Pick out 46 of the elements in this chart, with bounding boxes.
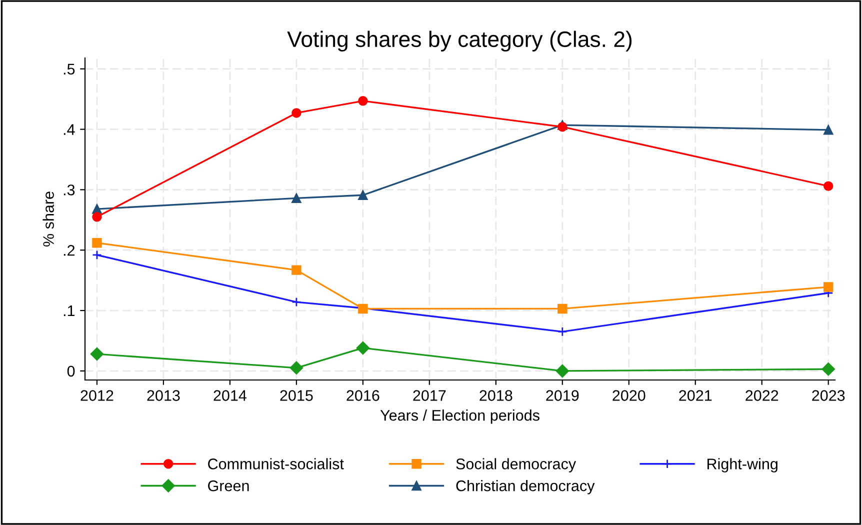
y-tick-label: .1 xyxy=(64,306,75,316)
point xyxy=(92,238,102,248)
y-tick-label: 0 xyxy=(67,366,75,377)
point xyxy=(823,181,834,191)
point xyxy=(823,282,834,292)
chart-title: Voting shares by category (Clas. 2) xyxy=(287,30,632,52)
y-tick-label: .3 xyxy=(64,184,75,196)
x-tick-label: 2014 xyxy=(214,390,246,401)
x-tick-label: 2013 xyxy=(147,390,180,401)
point xyxy=(558,304,568,314)
point xyxy=(822,362,835,376)
legend-label: Social democracy xyxy=(456,458,576,472)
x-tick-label: 2023 xyxy=(812,390,845,401)
x-tick-label: 2022 xyxy=(746,390,778,401)
point xyxy=(92,250,102,260)
point xyxy=(90,347,104,361)
x-tick-label: 2016 xyxy=(346,390,380,401)
point xyxy=(292,265,302,275)
legend-label: Christian democracy xyxy=(456,480,595,494)
point xyxy=(558,326,568,337)
point xyxy=(823,125,834,135)
x-tick-label: 2019 xyxy=(546,390,579,401)
legend-label: Green xyxy=(208,480,249,492)
legend-label: Right-wing xyxy=(708,458,778,472)
x-tick-label: 2018 xyxy=(480,390,512,401)
x-tick-label: 2020 xyxy=(612,390,646,401)
point xyxy=(356,341,370,355)
y-tick-label: .2 xyxy=(64,244,75,256)
point xyxy=(292,297,302,307)
x-tick-label: 2021 xyxy=(679,390,712,401)
point xyxy=(556,364,569,378)
point xyxy=(92,212,102,222)
y-tick-label: .5 xyxy=(64,64,75,75)
point xyxy=(290,361,304,375)
x-tick-label: 2015 xyxy=(280,390,313,401)
point xyxy=(358,96,368,106)
point xyxy=(558,122,568,132)
point xyxy=(292,193,302,204)
x-tick-label: 2017 xyxy=(413,390,446,401)
legend-label: Communist-socialist xyxy=(208,458,344,470)
y-axis-title: % share xyxy=(42,192,54,246)
point xyxy=(292,108,302,118)
point xyxy=(358,190,368,200)
x-axis-title: Years / Election periods xyxy=(380,410,540,424)
x-tick-label: 2012 xyxy=(80,390,114,401)
y-tick-label: .4 xyxy=(64,124,75,135)
